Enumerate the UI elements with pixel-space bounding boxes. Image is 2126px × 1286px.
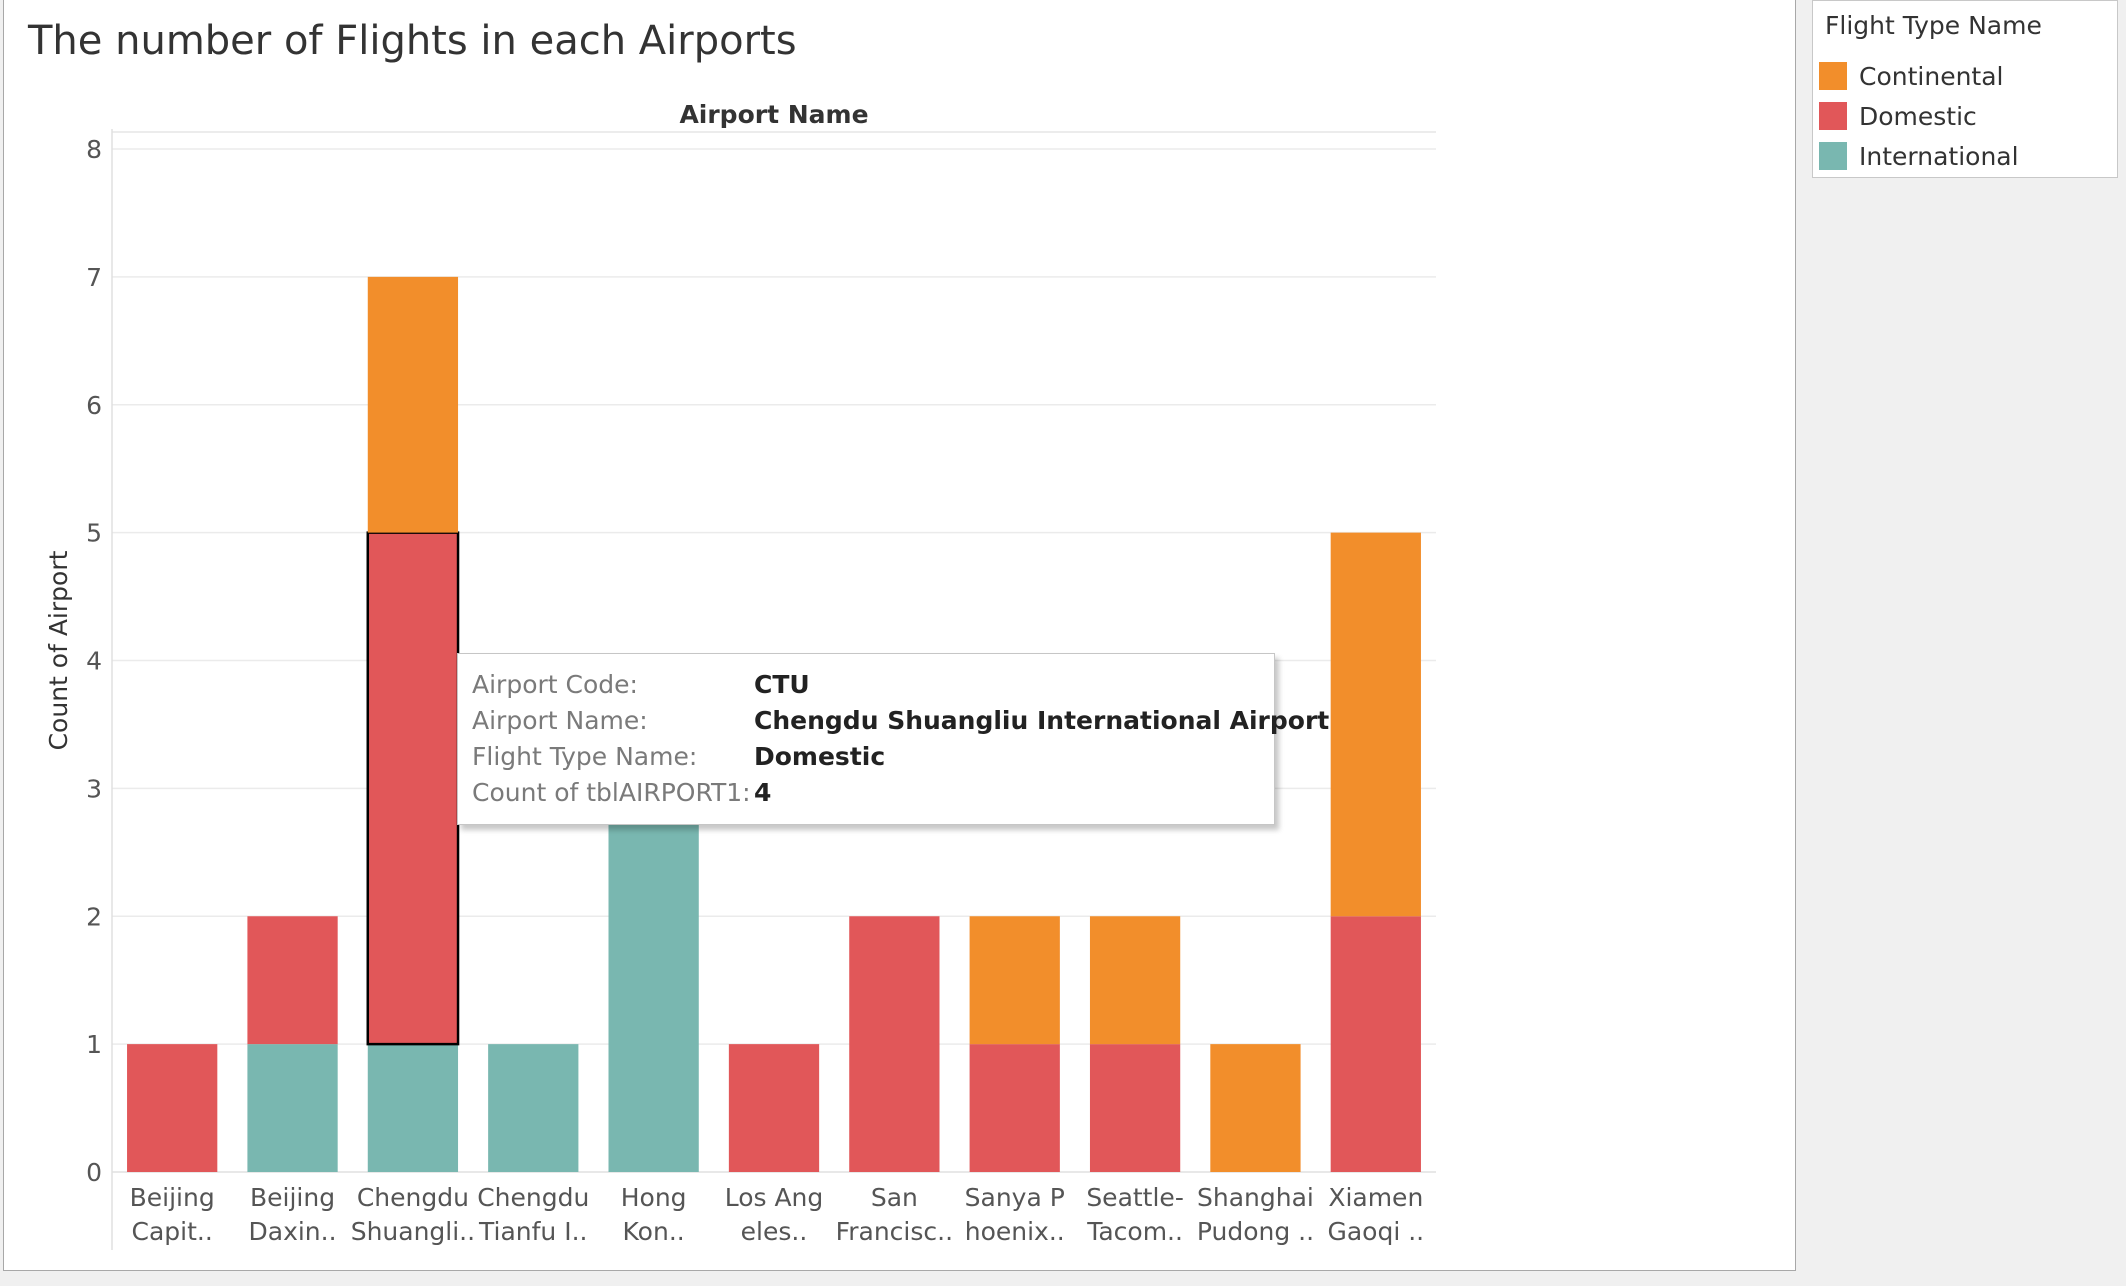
tooltip-key: Flight Type Name: [472, 742, 698, 771]
y-tick-label: 0 [86, 1158, 102, 1187]
x-tick-label: Chengdu [357, 1183, 469, 1212]
x-tick-label: Xiamen [1328, 1183, 1423, 1212]
bar-continental-10[interactable] [1330, 532, 1421, 917]
legend-label-international: International [1859, 141, 2019, 171]
y-tick-label: 4 [86, 647, 102, 676]
bar-domestic-10[interactable] [1330, 916, 1421, 1172]
bar-domestic-7[interactable] [969, 1044, 1060, 1172]
bar-continental-9[interactable] [1210, 1044, 1301, 1172]
tooltip-key: Airport Code: [472, 670, 638, 699]
column-header-label: Airport Name [679, 100, 868, 129]
y-tick-label: 2 [86, 902, 102, 931]
y-tick-label: 6 [86, 391, 102, 420]
bar-international-1[interactable] [247, 1044, 338, 1172]
x-tick-label: Hong [621, 1183, 687, 1212]
x-tick-label: Shanghai [1197, 1183, 1314, 1212]
bar-domestic-6[interactable] [849, 916, 940, 1172]
y-tick-label: 8 [86, 135, 102, 164]
bar-domestic-5[interactable] [728, 1044, 820, 1172]
bar-domestic-1[interactable] [247, 916, 338, 1045]
y-tick-label: 1 [86, 1030, 102, 1059]
x-tick-label: Tianfu I.. [478, 1217, 587, 1246]
bar-chart: Airport Name 0 1 2 3 4 5 6 7 8 Count of Airport Bei… [44, 100, 1436, 1250]
x-tick-label: Shuangli.. [351, 1217, 475, 1246]
legend-swatch-domestic [1819, 102, 1847, 130]
x-tick-label: Francisc.. [836, 1217, 953, 1246]
tooltip-value: CTU [754, 670, 810, 699]
x-tick-label: Daxin.. [249, 1217, 337, 1246]
bar-domestic-8[interactable] [1089, 1044, 1181, 1172]
legend-item-domestic[interactable]: Domestic [1819, 99, 1977, 133]
bar-international-2[interactable] [367, 1044, 459, 1172]
x-tick-label: Seattle- [1086, 1183, 1184, 1212]
bar-domestic-0[interactable] [127, 1044, 218, 1172]
tooltip-value: 4 [754, 778, 772, 807]
tooltip-key: Airport Name: [472, 706, 648, 735]
x-tick-label: Sanya P [965, 1183, 1065, 1212]
legend-label-continental: Continental [1859, 61, 2004, 91]
bar-continental-8[interactable] [1089, 916, 1181, 1045]
x-tick-label: Chengdu [477, 1183, 589, 1212]
tooltip-key: Count of tblAIRPORT1: [472, 778, 751, 807]
legend-swatch-international [1819, 142, 1847, 170]
x-tick-label: eles.. [741, 1217, 808, 1246]
bar-international-4[interactable] [608, 788, 699, 1172]
x-tick-label: Capit.. [132, 1217, 213, 1246]
legend-title: Flight Type Name [1825, 11, 2042, 40]
x-tick-label: Gaoqi .. [1327, 1217, 1424, 1246]
bar-international-3[interactable] [488, 1044, 579, 1172]
legend: Flight Type Name Continental Domestic In… [1812, 0, 2118, 178]
x-tick-label: San [871, 1183, 918, 1212]
y-axis-title: Count of Airport [44, 550, 73, 750]
bar-continental-2[interactable] [367, 276, 459, 533]
x-tick-label: Kon.. [623, 1217, 685, 1246]
bar-continental-7[interactable] [969, 916, 1060, 1045]
legend-item-international[interactable]: International [1819, 139, 2019, 173]
x-tick-label: Los Ang [725, 1183, 824, 1212]
chart-frame: The number of Flights in each Airports A… [3, 0, 1796, 1271]
x-tick-label: Tacom.. [1086, 1217, 1183, 1246]
tooltip-value: Chengdu Shuangliu International Airport [754, 706, 1330, 735]
y-tick-label: 3 [86, 774, 102, 803]
tooltip: Airport Code: CTU Airport Name: Chengdu … [457, 653, 1329, 825]
x-tick-label: hoenix.. [965, 1217, 1065, 1246]
y-tick-label: 7 [86, 263, 102, 292]
x-tick-label: Pudong .. [1197, 1217, 1314, 1246]
tooltip-value: Domestic [754, 742, 886, 771]
legend-swatch-continental [1819, 62, 1847, 90]
legend-item-continental[interactable]: Continental [1819, 59, 2003, 93]
x-tick-label: Beijing [130, 1183, 215, 1212]
bar-domestic-2[interactable] [366, 531, 460, 1046]
legend-label-domestic: Domestic [1859, 101, 1977, 131]
x-tick-label: Beijing [250, 1183, 335, 1212]
y-tick-label: 5 [86, 519, 102, 548]
chart-title: The number of Flights in each Airports [28, 18, 797, 64]
